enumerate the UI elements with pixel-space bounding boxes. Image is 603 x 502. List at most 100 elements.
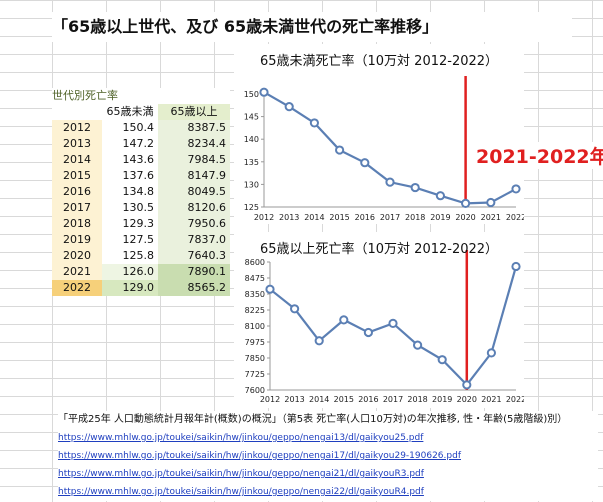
cell-year[interactable]: 2015 [52, 168, 102, 184]
table-row: 2016 134.8 8049.5 [52, 184, 230, 200]
data-point [462, 380, 472, 390]
cell-over65[interactable]: 7837.0 [158, 232, 230, 248]
cell-under65[interactable]: 130.5 [102, 200, 158, 216]
cell-over65[interactable]: 8387.5 [158, 120, 230, 136]
cell-year[interactable]: 2018 [52, 216, 102, 232]
cell-under65[interactable]: 129.3 [102, 216, 158, 232]
cell-over65[interactable]: 8234.4 [158, 136, 230, 152]
cell-under65[interactable]: 143.6 [102, 152, 158, 168]
data-point [259, 87, 269, 97]
data-point [385, 177, 395, 187]
y-tick-label: 145 [244, 113, 259, 122]
x-tick-label: 2020 [457, 395, 477, 404]
y-tick-label: 8100 [245, 322, 265, 331]
cell-year[interactable]: 2014 [52, 152, 102, 168]
x-tick-label: 2013 [279, 213, 299, 222]
cell-year[interactable]: 2019 [52, 232, 102, 248]
x-tick-label: 2012 [254, 213, 274, 222]
y-tick-label: 8350 [245, 290, 265, 299]
chart-svg: 125 130 135 140 145 150 2012 2013 2014 2015 2016 20… [244, 76, 524, 222]
cell-year[interactable]: 2021 [52, 264, 102, 280]
data-point [360, 158, 370, 168]
cell-over65[interactable]: 8120.6 [158, 200, 230, 216]
cell-under65[interactable]: 137.6 [102, 168, 158, 184]
x-tick-label: 2012 [260, 395, 280, 404]
x-tick-label: 2014 [309, 395, 329, 404]
table-row: 2017 130.5 8120.6 [52, 200, 230, 216]
y-tick-label: 8225 [245, 306, 265, 315]
cell-year[interactable]: 2013 [52, 136, 102, 152]
x-tick-label: 2019 [430, 213, 450, 222]
cell-over65[interactable]: 8565.2 [158, 280, 230, 296]
data-point [309, 118, 320, 128]
data-point [511, 184, 521, 194]
source-link[interactable]: https://www.mhlw.go.jp/toukei/saikin/hw/… [58, 487, 424, 497]
data-point [461, 198, 471, 208]
data-point [413, 340, 423, 350]
y-tick-label: 135 [244, 158, 259, 167]
cell-under65[interactable]: 126.0 [102, 264, 158, 280]
cell-year[interactable]: 2022 [52, 280, 102, 296]
data-table: 世代別死亡率 65歳未満 65歳以上 2012 150.4 8387.5 2013 14… [52, 88, 230, 296]
y-tick-label: 7725 [245, 370, 265, 379]
cell-under65[interactable]: 127.5 [102, 232, 158, 248]
table-caption: 世代別死亡率 [52, 88, 230, 104]
cell-under65[interactable]: 134.8 [102, 184, 158, 200]
y-tick-label: 8600 [245, 258, 265, 267]
cell-year[interactable]: 2017 [52, 200, 102, 216]
chart-under65: 125 130 135 140 145 150 2012 2013 2014 2015 2016 20… [234, 44, 524, 224]
y-tick-label: 125 [244, 203, 259, 212]
table-body: 2012 150.4 8387.5 2013 147.2 8234.4 2014 143.6 7… [52, 120, 230, 296]
cell-over65[interactable]: 7640.3 [158, 248, 230, 264]
table-row: 2018 129.3 7950.6 [52, 216, 230, 232]
table-row: 2020 125.8 7640.3 [52, 248, 230, 264]
x-tick-label: 2018 [405, 213, 425, 222]
header-over65[interactable]: 65歳以上 [158, 104, 230, 120]
header-under65[interactable]: 65歳未満 [102, 104, 158, 120]
cell-year[interactable]: 2012 [52, 120, 102, 136]
x-tick-label: 2015 [334, 395, 354, 404]
page-title: 「65歳以上世代、及び 65歳未満世代の死亡率推移」 [52, 12, 572, 42]
data-point [437, 355, 447, 365]
x-tick-label: 2022 [506, 213, 524, 222]
x-tick-label: 2016 [355, 213, 375, 222]
y-tick-label: 7600 [245, 386, 265, 395]
table-row: 2021 126.0 7890.1 [52, 264, 230, 280]
source-link[interactable]: https://www.mhlw.go.jp/toukei/saikin/hw/… [58, 469, 424, 479]
cell-under65[interactable]: 150.4 [102, 120, 158, 136]
data-point [410, 182, 420, 193]
y-tick-label: 130 [244, 180, 259, 189]
cell-over65[interactable]: 7890.1 [158, 264, 230, 280]
cell-over65[interactable]: 7950.6 [158, 216, 230, 232]
source-link[interactable]: https://www.mhlw.go.jp/toukei/saikin/hw/… [58, 433, 424, 443]
data-point [339, 315, 349, 325]
source-link[interactable]: https://www.mhlw.go.jp/toukei/saikin/hw/… [58, 451, 461, 461]
y-tick-label: 140 [244, 135, 259, 144]
y-tick-label: 7975 [245, 338, 265, 347]
x-tick-label: 2021 [481, 213, 501, 222]
data-point [284, 102, 294, 112]
header-year[interactable] [52, 104, 102, 120]
chart-title: 65歳未満死亡率（10万対 2012-2022） [259, 54, 499, 69]
cell-over65[interactable]: 7984.5 [158, 152, 230, 168]
data-point [290, 304, 300, 314]
cell-under65[interactable]: 129.0 [102, 280, 158, 296]
cell-under65[interactable]: 125.8 [102, 248, 158, 264]
cell-year[interactable]: 2020 [52, 248, 102, 264]
cell-over65[interactable]: 8147.9 [158, 168, 230, 184]
source-title: 「平成25年 人口動態統計月報年計(概数)の概況」（第5表 死亡率(人口10万対… [58, 414, 568, 425]
cell-year[interactable]: 2016 [52, 184, 102, 200]
x-tick-label: 2017 [383, 395, 403, 404]
y-tick-label: 150 [244, 90, 259, 99]
cell-under65[interactable]: 147.2 [102, 136, 158, 152]
data-point [388, 318, 398, 328]
data-point [486, 197, 496, 208]
table-row: 2015 137.6 8147.9 [52, 168, 230, 184]
chart-title: 65歳以上死亡率（10万対 2012-2022） [259, 242, 499, 257]
chart-over65: 7600 7725 7850 7975 8100 8225 8350 8475 8600 2012… [234, 232, 524, 408]
x-tick-label: 2019 [432, 395, 452, 404]
x-tick-label: 2014 [304, 213, 324, 222]
table-row: 2019 127.5 7837.0 [52, 232, 230, 248]
data-point [265, 284, 275, 294]
cell-over65[interactable]: 8049.5 [158, 184, 230, 200]
